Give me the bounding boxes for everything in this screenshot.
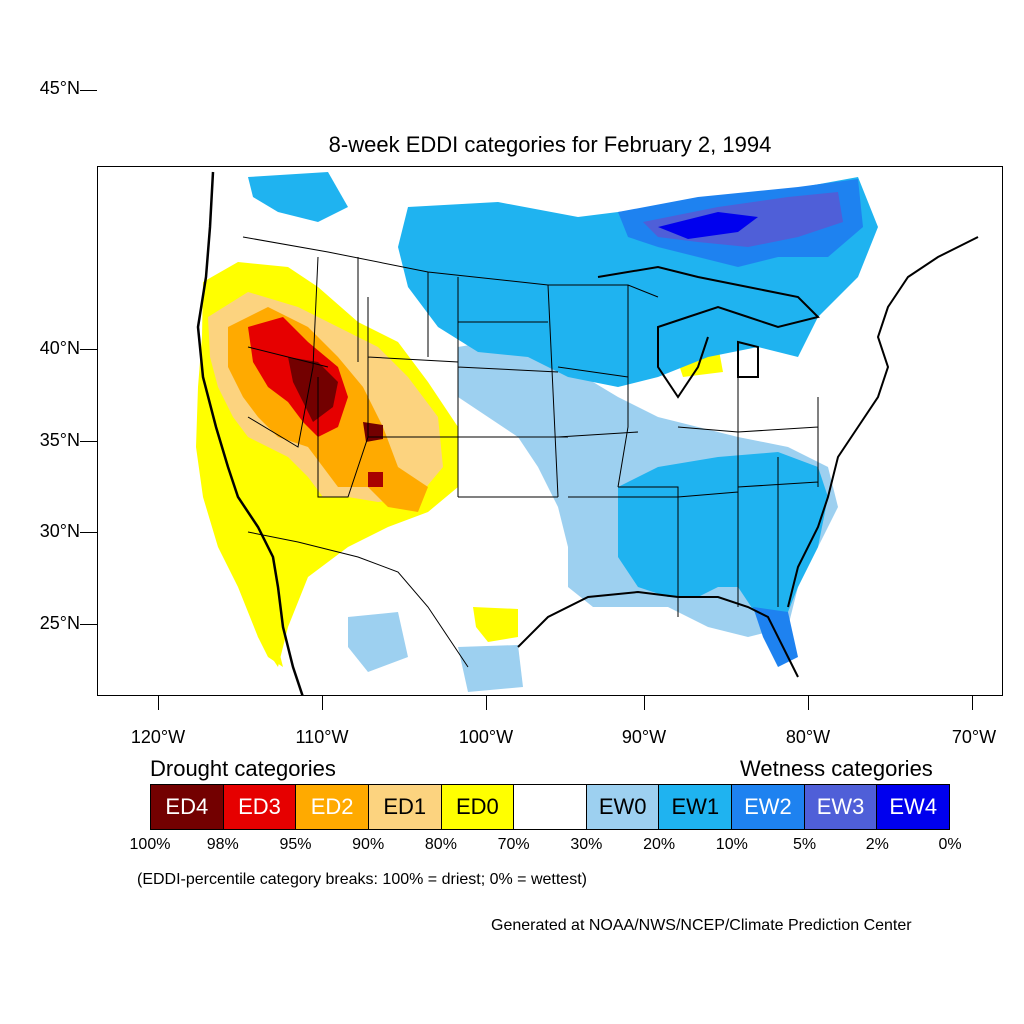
lat-label-45: 45°N <box>39 78 80 98</box>
lat-tick-45 <box>80 90 97 91</box>
legend-category-ed0: ED0 <box>441 785 515 829</box>
ew4-spot-north <box>658 212 758 239</box>
percentile-label: 80% <box>424 836 457 853</box>
lat-label-25: 25°N <box>39 613 80 633</box>
lat-tick-25 <box>80 624 97 625</box>
atlantic-coast <box>787 236 979 608</box>
percentile-label: 0% <box>938 836 962 853</box>
lon-tick-120 <box>158 696 159 710</box>
eddi-map <box>97 166 1003 696</box>
lat-tick-40 <box>80 349 97 350</box>
lon-tick-90 <box>644 696 645 710</box>
lon-label-120: 120°W <box>130 727 186 747</box>
lon-tick-110 <box>322 696 323 710</box>
state-borders-central <box>457 277 819 617</box>
lat-label-30: 30°N <box>39 521 80 541</box>
lon-label-80: 80°W <box>785 727 831 747</box>
ed0-spot-tx <box>473 607 518 642</box>
gulf-coast <box>517 590 799 678</box>
ew0-region-mexico <box>348 612 408 672</box>
category-legend: ED4 ED3 ED2 ED1 ED0 EW0 EW1 EW2 EW3 EW4 <box>150 784 950 830</box>
ed3-spot-az <box>368 472 383 487</box>
percentile-label: 90% <box>352 836 385 853</box>
percentile-label: 10% <box>715 836 748 853</box>
wetness-shading <box>248 172 878 692</box>
us-west-coast <box>196 171 304 695</box>
legend-category-ed2: ED2 <box>296 785 369 829</box>
drought-heading: Drought categories <box>150 756 336 781</box>
us-canada-border <box>242 236 659 298</box>
legend-category-ed1: ED1 <box>368 785 442 829</box>
lon-label-90: 90°W <box>621 727 667 747</box>
lat-label-40: 40°N <box>39 338 80 358</box>
map-canvas <box>196 171 979 695</box>
great-lakes-outline <box>597 265 820 399</box>
wetness-heading: Wetness categories <box>740 756 933 781</box>
percentile-label: 2% <box>865 836 889 853</box>
percentile-label: 20% <box>643 836 676 853</box>
ew0-region-tx-coast <box>458 645 523 692</box>
lat-tick-35 <box>80 441 97 442</box>
percentile-label: 98% <box>206 836 239 853</box>
ed4-region-west <box>288 357 338 422</box>
ed3-spot-nm <box>363 422 383 442</box>
legend-category-ew1: EW1 <box>659 785 733 829</box>
percentile-label: 30% <box>570 836 603 853</box>
percentile-label: 70% <box>497 836 530 853</box>
ew1-region-southeast <box>618 452 828 637</box>
legend-category-normal <box>514 785 587 829</box>
legend-category-ed4: ED4 <box>151 785 224 829</box>
lon-tick-70 <box>972 696 973 710</box>
lon-label-100: 100°W <box>458 727 514 747</box>
legend-category-ew2: EW2 <box>732 785 805 829</box>
legend-category-ed3: ED3 <box>223 785 297 829</box>
category-note: (EDDI-percentile category breaks: 100% =… <box>137 871 587 888</box>
percentile-label: 100% <box>129 836 171 853</box>
lat-tick-30 <box>80 532 97 533</box>
map-title: 8-week EDDI categories for February 2, 1… <box>328 132 772 157</box>
lon-tick-80 <box>808 696 809 710</box>
percentile-label: 95% <box>279 836 312 853</box>
legend-category-ew3: EW3 <box>804 785 878 829</box>
percentile-label: 5% <box>792 836 817 853</box>
boundaries <box>196 171 979 695</box>
lon-tick-100 <box>486 696 487 710</box>
legend-category-ew0: EW0 <box>586 785 660 829</box>
lat-label-35: 35°N <box>39 430 80 450</box>
legend-category-ew4: EW4 <box>877 785 950 829</box>
us-mexico-border <box>247 531 469 668</box>
ed0-spot-ca-baja <box>253 617 283 667</box>
lon-label-110: 110°W <box>295 727 349 747</box>
ew2-region-florida <box>753 607 798 667</box>
ew1-region-pacific-nw <box>248 172 348 222</box>
credit-line: Generated at NOAA/NWS/NCEP/Climate Predi… <box>491 917 912 934</box>
lon-label-70: 70°W <box>951 727 997 747</box>
